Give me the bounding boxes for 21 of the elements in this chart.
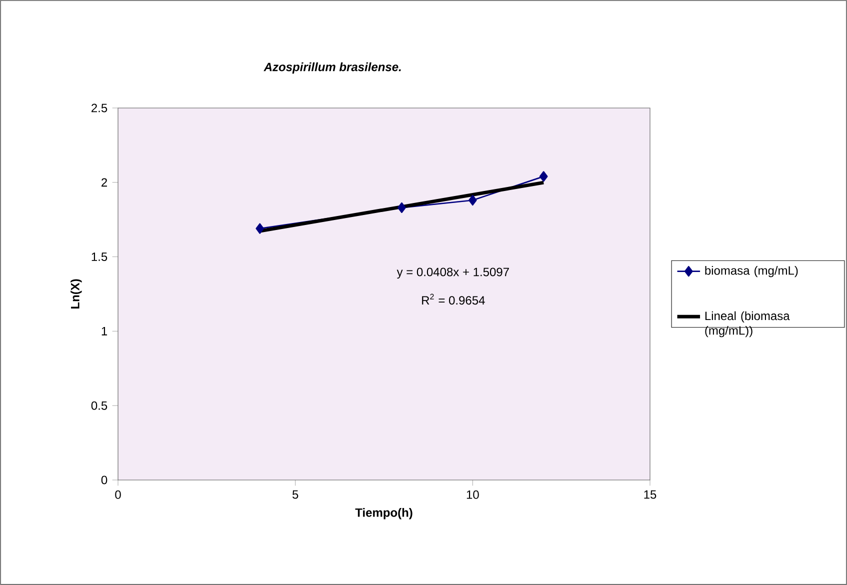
- x-tick-label: 0: [115, 490, 121, 499]
- y-tick-label: 1: [102, 327, 108, 336]
- annotation: R$^{2}$ = 0.9654: [422, 294, 485, 305]
- chart-title: Azospirillum brasilense.: [264, 62, 401, 74]
- x-tick-label: 5: [292, 490, 298, 499]
- x-tick-label: 10: [466, 490, 479, 499]
- x-tick-label: 15: [644, 490, 656, 499]
- y-tick-label: 2: [102, 178, 107, 187]
- legend-label: biomasa (mg/mL): [705, 266, 798, 278]
- legend-label: Lineal (biomasa (mg/mL)): [705, 311, 790, 338]
- y-axis-title: Ln(X): [70, 279, 82, 309]
- y-tick-label: 2.5: [92, 104, 108, 112]
- point: [398, 202, 406, 214]
- annotation: y = 0.0408x + 1.5097: [396, 268, 509, 279]
- x-axis-title: Tiempo(h): [355, 508, 412, 520]
- point: [256, 223, 264, 234]
- point: [468, 194, 477, 206]
- y-tick-label: 1.5: [92, 252, 108, 261]
- y-tick-label: 0: [101, 476, 108, 484]
- point: [539, 171, 548, 182]
- y-tick-label: 0.5: [91, 401, 108, 410]
